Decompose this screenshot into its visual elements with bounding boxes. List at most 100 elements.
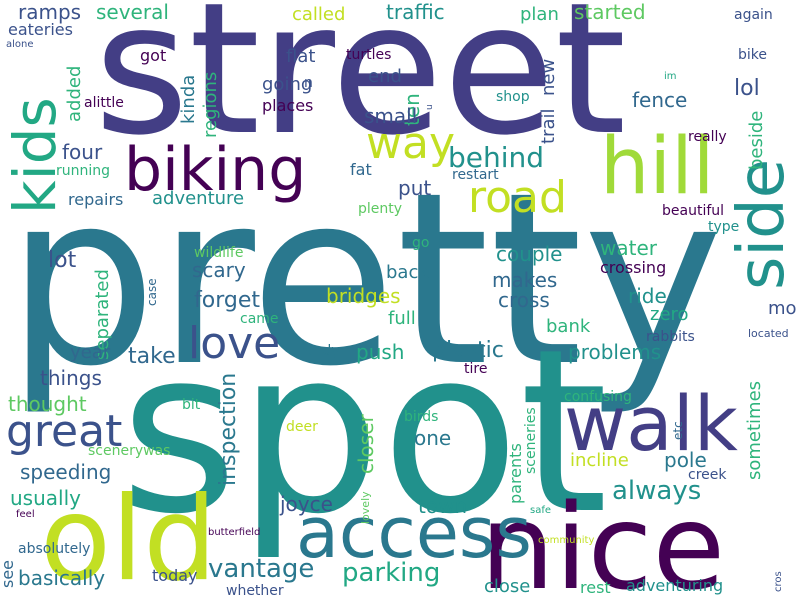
word-usually: usually xyxy=(10,486,81,510)
word-really: really xyxy=(688,129,727,145)
word-rabbits: rabbits xyxy=(646,329,695,345)
word-confusing: confusing xyxy=(564,389,632,405)
word-closer: closer xyxy=(354,414,378,474)
word-cross: cross xyxy=(498,288,550,312)
word-side: access xyxy=(296,492,532,574)
word-small: small xyxy=(364,104,418,128)
word-deer: deer xyxy=(286,419,318,435)
word-ramps: ramps xyxy=(18,0,82,24)
word-running: alone xyxy=(6,39,34,50)
word-again: again xyxy=(734,7,773,23)
word-joyce: joyce xyxy=(280,492,333,516)
word-street: street xyxy=(94,0,627,175)
word-four: four xyxy=(62,140,103,164)
word-tire: tire xyxy=(464,361,488,377)
word-beside: beside xyxy=(746,110,767,170)
word-scary: scary xyxy=(192,258,246,282)
word-crossing: crossing xyxy=(600,258,667,277)
word-n: n xyxy=(304,75,313,91)
word-push: push xyxy=(356,340,405,364)
word-handy: handy xyxy=(296,343,340,359)
word-pole: pole xyxy=(664,448,707,472)
word-go: go xyxy=(412,235,430,251)
word-alittle: alittle xyxy=(84,95,124,111)
word-birds: birds xyxy=(404,409,439,425)
word-hill: hill xyxy=(600,122,715,212)
word-creek: creek xyxy=(688,467,727,483)
word-lol: lol xyxy=(734,76,760,101)
word-makes: makes xyxy=(492,268,558,292)
word-kinda: kinda xyxy=(178,74,199,124)
word-sceneries: case xyxy=(145,278,159,306)
word-parents: parents xyxy=(506,443,525,504)
word-back: back xyxy=(386,262,429,283)
word-fat: fat xyxy=(350,160,372,179)
word-mo: mo xyxy=(768,298,797,319)
word-traffic: traffic xyxy=(386,0,445,24)
word-things: things xyxy=(40,366,102,390)
word-whether: whether xyxy=(226,583,284,599)
word-started: started xyxy=(574,0,646,24)
word-bike: bike xyxy=(738,47,767,63)
word-old: old xyxy=(40,472,217,600)
word-beautiful: beautiful xyxy=(662,203,725,219)
word-inspection: inspection xyxy=(216,372,241,486)
word-take: take xyxy=(128,344,176,369)
word-behind: behind xyxy=(448,141,545,174)
word-way: way xyxy=(366,118,455,169)
word-trail: trail xyxy=(538,108,559,145)
word-see: absolutely xyxy=(18,541,91,557)
word-great: great xyxy=(6,406,123,457)
word-vantage: vantage xyxy=(208,554,315,584)
word-always: always xyxy=(612,476,702,506)
word-plan: plan xyxy=(520,4,559,25)
word-going: going xyxy=(262,74,313,95)
word-etc: etc xyxy=(671,421,685,440)
word-bridges: bridges xyxy=(326,284,401,308)
word-got: got xyxy=(140,46,167,65)
word-places: places xyxy=(262,96,314,115)
word-road: road xyxy=(468,172,567,223)
word-couple: couple xyxy=(496,242,563,266)
word-nice: nice xyxy=(480,478,726,600)
word-speeding: speeding xyxy=(20,460,112,484)
word-im: u xyxy=(425,104,435,110)
word-scenerywas: scenerywas xyxy=(88,443,171,459)
word-kids: kids xyxy=(1,97,69,214)
word-pretty: pretty xyxy=(6,142,724,419)
word-biking: biking xyxy=(124,135,307,205)
word-repairs: repairs xyxy=(68,190,124,209)
word-close: close xyxy=(484,576,531,597)
word-zero: zero xyxy=(650,304,689,325)
word-butterfield: safe xyxy=(530,505,552,516)
word-walk: walk xyxy=(564,379,738,468)
word-thought: thought xyxy=(8,392,87,416)
word-bank: bank xyxy=(546,316,591,337)
word-located: located xyxy=(748,327,789,340)
word-rest: rest xyxy=(580,578,611,597)
word-access: side xyxy=(725,158,799,290)
word-forget: forget xyxy=(194,288,260,313)
word-eateries: eateries xyxy=(8,20,73,39)
word-problems: problems xyxy=(568,340,662,364)
word-need: sceneries xyxy=(523,407,539,474)
word-new: new xyxy=(538,58,559,96)
word-today: today xyxy=(152,566,198,585)
word-year: year xyxy=(70,342,111,363)
word-water: water xyxy=(600,236,657,260)
word-safe: community xyxy=(538,535,595,546)
word-plastic: plastic xyxy=(432,338,504,363)
word-cros: see xyxy=(0,559,17,588)
word-called: called xyxy=(292,4,346,25)
word-put: put xyxy=(398,176,432,200)
word-case: running xyxy=(56,163,111,179)
word-one: one xyxy=(414,426,452,450)
word-fence: fence xyxy=(632,88,688,112)
word-shop: shop xyxy=(496,89,530,105)
word-community: cros xyxy=(773,571,784,592)
word-flat: flat xyxy=(286,46,316,67)
word-several: several xyxy=(96,0,169,24)
word-basically: basically xyxy=(18,566,106,590)
word-plenty: plenty xyxy=(358,201,403,217)
